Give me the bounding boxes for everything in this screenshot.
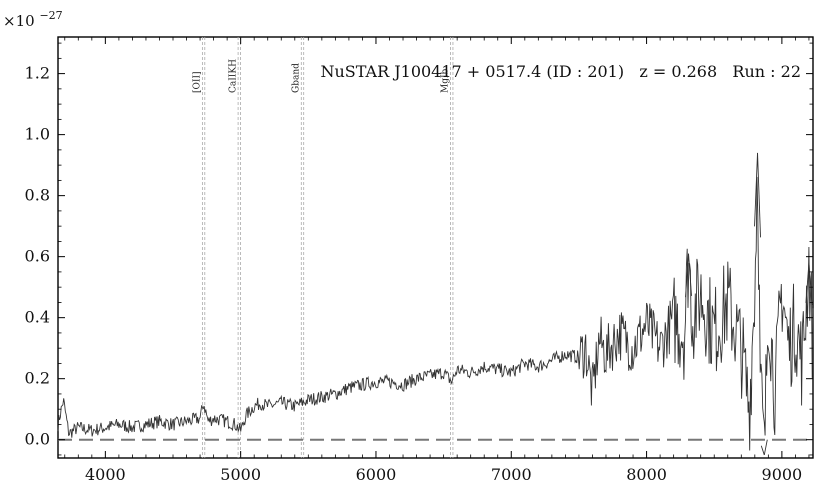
plot-area [57, 36, 814, 459]
y-tick-label-2: 0.4 [25, 308, 50, 327]
x-tick-label-0: 4000 [85, 465, 126, 484]
x-tick-label-5: 9000 [762, 465, 803, 484]
x-tick-label-4: 8000 [626, 465, 667, 484]
y-tick-label-4: 0.8 [25, 186, 50, 205]
spectrum-spike-67 [760, 445, 765, 456]
plot-frame [57, 36, 814, 459]
spectrum-series-line [57, 176, 814, 451]
y-multiplier-exponent: −27 [39, 9, 62, 22]
spectrum-spike-tail-65 [757, 152, 761, 238]
y-axis-multiplier: ×10 −27 [3, 9, 63, 30]
spectral-line-label-0: [OII] [193, 71, 203, 93]
y-multiplier-base: ×10 [3, 12, 35, 30]
y-tick-label-0: 0.0 [25, 430, 50, 449]
y-tick-label-1: 0.2 [25, 369, 50, 388]
spectrum-spike-tail-67 [763, 439, 768, 456]
y-tick-label-3: 0.6 [25, 247, 50, 266]
spectral-line-label-2: Gband [291, 63, 301, 93]
x-tick-label-1: 5000 [220, 465, 261, 484]
y-tick-label-6: 1.2 [25, 64, 50, 83]
x-tick-label-2: 6000 [356, 465, 397, 484]
spectral-line-label-3: MgIb [441, 68, 451, 93]
spectrum-spike-65 [754, 152, 758, 227]
x-tick-label-3: 7000 [491, 465, 532, 484]
y-tick-label-5: 1.0 [25, 125, 50, 144]
spectral-lines: [OII] CaIIKH Gband MgIb [193, 37, 813, 458]
chart-title: NuSTAR J100417 + 0517.4 (ID : 201) z = 0… [320, 62, 801, 81]
spectral-line-label-1: CaIIKH [228, 59, 238, 93]
axis-ticks: 4000 5000 6000 7000 8000 9000 0.0 0.2 0.4 0.6 0.8 1… [25, 37, 813, 484]
